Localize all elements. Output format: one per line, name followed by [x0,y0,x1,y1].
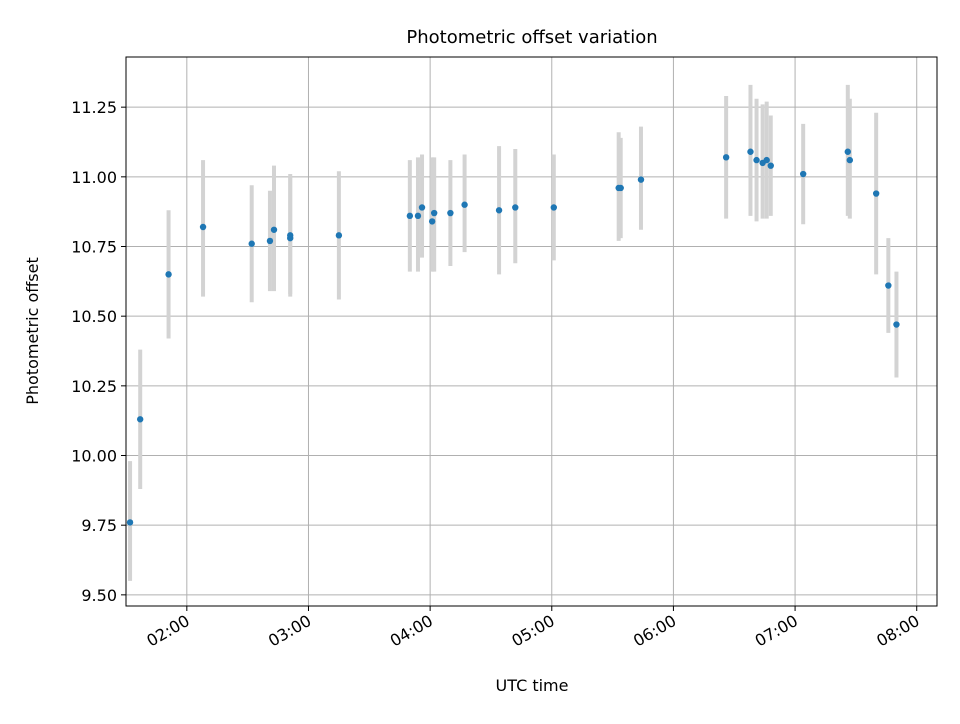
y-tick-label: 11.00 [71,168,117,187]
y-tick-label: 10.50 [71,307,117,326]
data-point [428,218,436,225]
chart-title: Photometric offset variation [406,27,657,48]
data-point [495,207,503,214]
data-point [767,162,774,169]
data-point [248,240,255,247]
y-tick-label: 9.50 [81,586,117,605]
data-points [126,148,900,526]
x-tick-label: 04:00 [387,611,436,651]
data-point [637,176,645,183]
y-tick-label: 11.25 [71,98,117,117]
x-tick-label: 06:00 [630,611,679,651]
error-bars [128,84,899,581]
data-point [406,212,414,220]
data-point [136,416,144,423]
data-point [799,170,807,178]
data-point [126,519,134,526]
data-point [414,212,422,220]
data-point [722,154,730,161]
data-point [846,156,854,164]
data-point [753,156,760,164]
data-point [893,321,900,328]
y-tick-label: 10.75 [71,238,117,257]
y-tick-label: 9.75 [81,516,117,535]
data-point [266,237,274,245]
data-point [617,184,624,192]
y-tick-label: 10.25 [71,377,117,396]
data-point [461,201,468,208]
data-point [335,232,343,239]
x-axis-label: UTC time [496,676,569,695]
data-point [165,271,172,278]
data-point [747,148,754,155]
x-tick-label: 02:00 [143,611,192,651]
data-point [199,223,207,231]
x-tick-label: 03:00 [265,611,314,651]
x-axis-ticks: 02:00 03:00 04:00 05:00 06:00 07:00 08:00 [143,606,923,651]
x-tick-label: 07:00 [752,611,801,651]
x-tick-label: 08:00 [873,611,922,651]
data-point [270,226,278,233]
grid [126,57,937,606]
data-point [430,209,438,217]
data-point [550,204,558,211]
data-point [844,148,851,155]
data-point [885,282,892,289]
y-axis-label: Photometric offset [23,257,42,405]
data-point [287,232,294,239]
x-tick-label: 05:00 [508,611,557,651]
data-point [872,190,880,197]
data-point [447,209,454,217]
data-point [418,204,426,211]
y-tick-label: 10.00 [71,447,117,466]
data-point [763,156,770,164]
y-axis-ticks: 9.50 9.75 10.00 10.25 10.50 10.75 11.00 11.25 [71,98,126,605]
plot-frame [125,56,938,607]
data-point [512,204,519,211]
